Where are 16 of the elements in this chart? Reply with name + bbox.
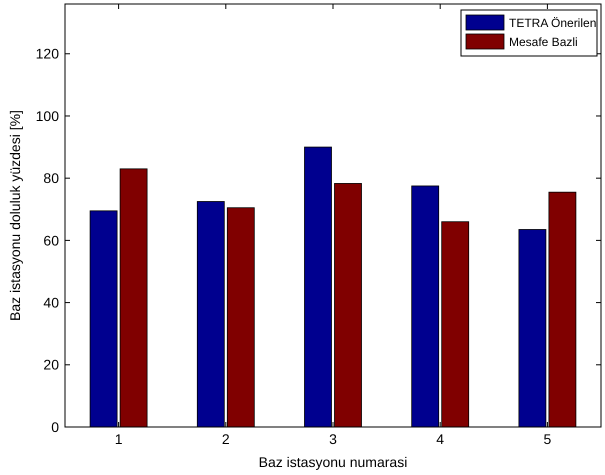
x-tick-label: 4	[436, 431, 444, 447]
legend-label: Mesafe Bazli	[509, 35, 578, 50]
y-tick-label: 40	[43, 294, 60, 310]
y-tick-label: 60	[43, 232, 60, 248]
y-tick-label: 100	[36, 108, 60, 124]
x-tick-label: 5	[544, 431, 552, 447]
y-tick-label: 20	[43, 356, 60, 373]
y-axis-title: Baz istasyonu doluluk yüzdesi [%]	[7, 110, 23, 321]
x-axis-title: Baz istasyonu numarasi	[258, 454, 408, 470]
y-tick-label: 0	[51, 418, 60, 435]
y-tick-label: 120	[36, 46, 60, 62]
x-tick-label: 2	[222, 431, 230, 447]
x-tick-label: 1	[114, 431, 123, 447]
legend-label: TETRA Önerilen	[509, 16, 596, 30]
x-tick-label: 3	[329, 431, 338, 447]
y-tick-label: 80	[43, 170, 60, 186]
